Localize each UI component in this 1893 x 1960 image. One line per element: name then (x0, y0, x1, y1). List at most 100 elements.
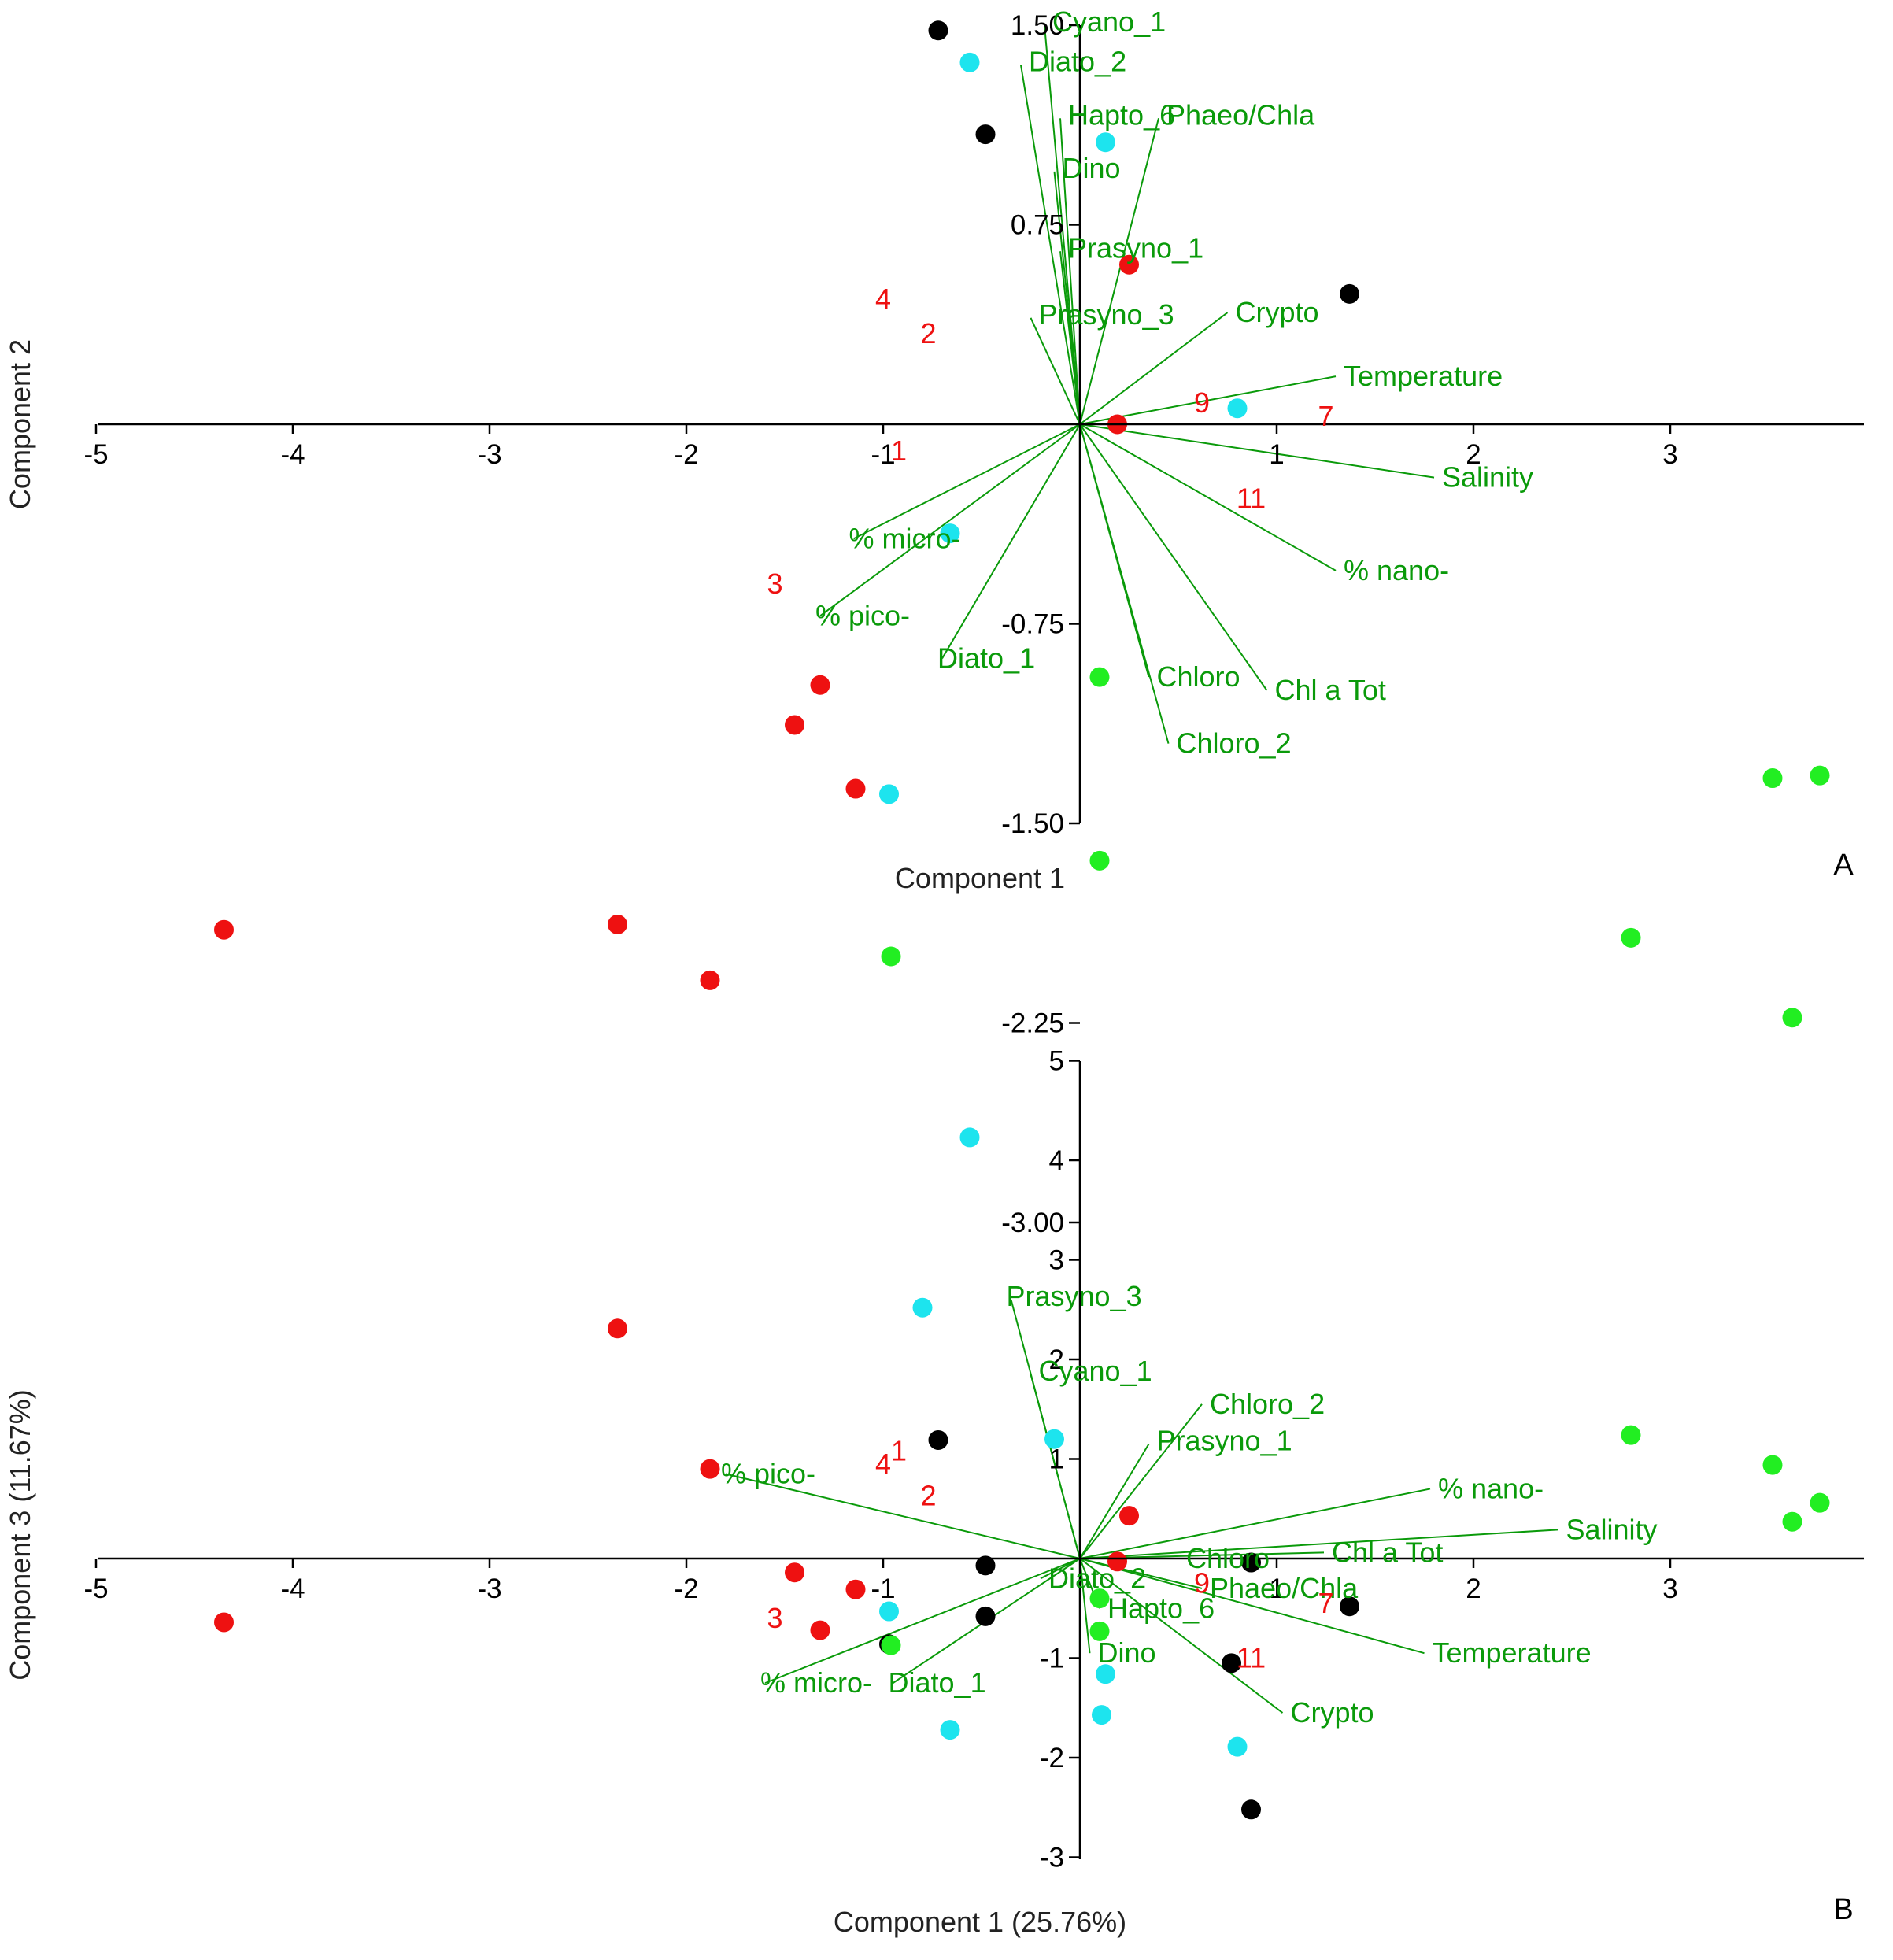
vector-label: Diato_1 (937, 642, 1035, 674)
vector-line (819, 423, 1081, 617)
vector-label: Chloro (1186, 1542, 1270, 1574)
x-tick-label: -3 (477, 1574, 501, 1604)
site-label: 7 (1318, 1587, 1333, 1619)
score-point-red (1119, 254, 1139, 275)
vector-label: Salinity (1566, 1513, 1658, 1545)
x-tick-label: -5 (83, 439, 108, 470)
site-labels: 42 1 3 9 7 11 (767, 283, 1333, 600)
site-label: 11 (1237, 1642, 1266, 1674)
score-point-cyan (1227, 1736, 1248, 1757)
vector-line (1030, 1374, 1081, 1559)
vector-label: Temperature (1344, 360, 1503, 392)
score-point-red (214, 919, 234, 940)
x-tick-label: -2 (674, 439, 698, 470)
site-label: 11 (1237, 483, 1266, 515)
y-tick-label: -2 (1040, 1743, 1064, 1773)
site-label: 2 (920, 1479, 936, 1511)
vector-label: Crypto (1236, 296, 1319, 328)
score-point-green (1089, 667, 1110, 687)
y-tick-label: 1 (1049, 1444, 1064, 1475)
y-tick-label: 4 (1049, 1145, 1064, 1176)
vector-label: Dino (1063, 152, 1121, 184)
score-point-red (810, 1620, 830, 1640)
vector-line (1079, 1488, 1431, 1559)
score-point-green (1621, 927, 1641, 948)
score-point-red (785, 715, 804, 735)
vector-line (941, 423, 1081, 659)
score-point-red (810, 675, 830, 695)
vector-label: Phaeo/Chla (1210, 1572, 1359, 1604)
vector-label: Diato_2 (1029, 46, 1126, 78)
x-tick-label: -4 (280, 439, 305, 470)
vector-label: Prasyno_3 (1007, 1280, 1142, 1312)
score-point-green (1089, 1588, 1110, 1609)
score-point-black (928, 20, 948, 41)
vector-label: Diato_1 (889, 1666, 986, 1699)
site-label: 9 (1194, 1567, 1210, 1599)
score-point-red (700, 970, 720, 990)
vector-label: Prasyno_3 (1039, 298, 1174, 331)
y-tick-label: -2.25 (1001, 1008, 1064, 1039)
score-point-red (845, 1579, 866, 1599)
vector-label: Prasyno_1 (1068, 231, 1203, 264)
score-point-red (785, 1562, 804, 1583)
vector-line (1079, 1403, 1203, 1559)
panel-label: A (1833, 849, 1854, 882)
y-tick-label: 3 (1049, 1245, 1064, 1276)
x-tick-label: -3 (477, 439, 501, 470)
vector-line (1079, 1529, 1558, 1559)
score-point-green (881, 1635, 901, 1655)
score-point-cyan (940, 523, 960, 544)
score-point-green (1089, 850, 1110, 871)
vector-line (764, 1558, 1081, 1684)
vector-label: Chloro (1157, 660, 1240, 693)
score-point-red (845, 778, 866, 799)
vector-line (1079, 1558, 1425, 1655)
vector-line (1044, 24, 1081, 425)
score-point-black (1241, 1799, 1261, 1820)
score-point-green (1762, 1455, 1783, 1475)
score-point-green (1810, 1492, 1830, 1513)
x-tick-label: -2 (674, 1574, 698, 1604)
x-tick-label: 3 (1662, 439, 1677, 470)
score-point-green (1621, 1425, 1641, 1445)
vector-line (1079, 1558, 1091, 1654)
score-point-green (1810, 765, 1830, 786)
vector-label: Hapto_6 (1068, 98, 1175, 131)
score-point-black (1222, 1653, 1241, 1673)
score-point-red (700, 1459, 720, 1479)
x-tick-label: -4 (280, 1574, 305, 1604)
score-point-red (608, 914, 627, 934)
score-point-cyan (879, 1601, 899, 1622)
score-point-red (608, 1318, 627, 1339)
score-point-green (1762, 768, 1783, 789)
site-label: 2 (920, 317, 936, 349)
vector-line (1079, 423, 1435, 479)
score-point-cyan (959, 1127, 980, 1148)
vector-line (1079, 312, 1229, 425)
panel-label: B (1833, 1893, 1853, 1926)
vector-line (1059, 118, 1081, 425)
x-tick-label: 2 (1466, 439, 1481, 470)
site-label: 4 (875, 283, 891, 315)
score-point-cyan (1227, 398, 1248, 419)
x-tick-label: 1 (1269, 1574, 1284, 1604)
vector-label: % pico- (721, 1457, 815, 1489)
y-tick-label: -1.50 (1001, 808, 1064, 839)
y-axis-title: Component 3 (11.67%) (4, 1389, 36, 1681)
site-label: 3 (767, 1602, 782, 1634)
vector-line (1079, 118, 1159, 425)
score-point-red (1107, 1551, 1127, 1572)
score-point-black (975, 1606, 996, 1626)
vector-label: Cyano_1 (1052, 6, 1166, 38)
score-point-black (1340, 283, 1359, 304)
vector-label: Temperature (1433, 1636, 1592, 1669)
vector-label: Chl a Tot (1275, 674, 1386, 706)
vector-label: % pico- (815, 599, 910, 631)
x-tick-label: 2 (1466, 1574, 1481, 1604)
vector-label: Chloro_2 (1177, 727, 1292, 760)
x-tick-label: -1 (871, 1574, 895, 1604)
